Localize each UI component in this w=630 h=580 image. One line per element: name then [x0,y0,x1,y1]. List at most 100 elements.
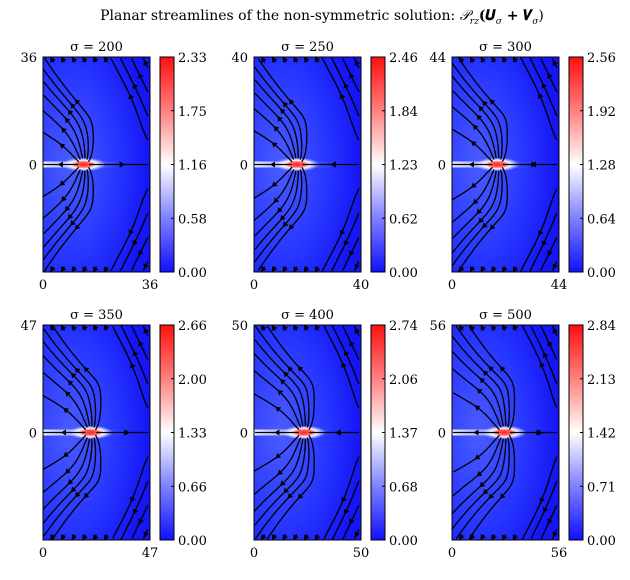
streamline-arrow [67,479,74,485]
hotspot [475,157,520,172]
streamline-arrow [277,469,284,476]
streamline-arrow [491,534,497,540]
streamline-arrow [293,266,299,272]
x-tick-label: 40 [353,278,370,293]
streamline-arrow [341,497,347,503]
streamline-arrow [282,266,288,272]
streamline-arrow [130,362,136,369]
streamline-arrow [67,213,74,220]
streamline-arrow [71,266,77,272]
plot-frame [451,324,560,541]
streamline-arrow [469,325,476,332]
streamline-arrow [480,266,486,272]
streamline-arrow [61,325,67,331]
streamline-arrow [124,429,130,436]
panel-title: σ = 400 [281,308,334,323]
streamline-arrow [512,534,519,540]
streamline-arrow [470,266,476,272]
streamlines [43,57,149,272]
streamline-arrow [542,507,549,513]
streamline-arrow [354,327,360,334]
colorbar-tick-label: 0.00 [178,266,207,281]
streamline-arrow [65,391,71,397]
streamline-arrow [531,161,537,168]
streamline-arrow [271,534,278,540]
streamline-arrow [482,100,488,107]
colorbar-tick-label: 1.28 [587,159,616,174]
panel-title: σ = 350 [70,308,123,323]
streamline-arrow [83,366,90,373]
streamline-arrow [283,371,289,378]
colorbar-tick-label: 2.13 [587,373,616,388]
streamline-arrow [132,508,139,515]
streamline-arrow [476,114,483,121]
streamline-arrow [349,72,355,79]
streamline-arrow [143,263,149,270]
streamline-arrow [59,180,66,186]
streamline-arrow [478,217,485,224]
streamline-arrow [474,454,481,460]
colorbar-tick-label: 1.16 [178,159,207,174]
heatmap-field [43,325,150,540]
streamline-arrow [138,73,144,79]
streamline-arrow [143,327,149,334]
streamline-arrow [341,362,347,368]
streamline-arrow [261,266,267,272]
streamlines [43,325,149,540]
streamline-arrow [343,82,350,89]
plot-frame [42,56,151,273]
streamlines [452,325,558,540]
streamline-arrow [459,57,465,64]
streamline-arrow [547,72,553,79]
streamline-arrow [61,127,67,134]
streamline-arrow [61,429,67,436]
streamline-arrow [314,266,321,272]
streamline-arrow [502,57,508,63]
y-tick-label: 47 [20,319,37,334]
plot-frame [42,324,151,541]
streamline-arrow [536,429,542,436]
y-tick-label: 0 [438,159,446,174]
streamline-arrow [272,57,278,63]
streamline-arrow [280,379,286,385]
streamline-arrow [61,534,67,540]
x-tick-label: 36 [142,278,159,293]
streamline-arrow [280,214,286,221]
y-tick-label: 40 [231,51,248,66]
y-tick-label: 0 [29,427,37,442]
streamline-arrow [57,161,63,168]
streamlines [254,57,360,272]
streamline-arrow [70,486,77,493]
streamline-arrow [339,229,346,236]
streamline-arrow [271,142,278,148]
streamline-arrow [82,266,88,272]
streamline-arrow [93,534,99,540]
streamline-arrow [288,99,295,106]
streamline-arrow [70,103,76,109]
streamline-arrow [280,108,286,115]
streamline-arrow [482,370,489,377]
colorbar-tick-label: 2.06 [389,373,418,388]
streamline-arrow [82,325,88,331]
colorbar-tick-label: 2.66 [178,319,207,334]
streamline-arrow [349,518,355,525]
streamline-arrow [74,367,81,374]
streamline-arrow [482,488,489,495]
plot-frame [253,324,362,541]
streamline-arrow [132,350,139,357]
streamline-arrow [480,325,486,331]
streamline-arrow [470,57,476,63]
streamline-arrow [63,451,69,458]
streamline-arrow [293,534,299,540]
streamline-arrow [293,57,299,63]
streamline-arrow [476,208,483,215]
streamline-arrow [138,340,144,347]
streamline-arrow [537,93,544,99]
streamline-arrow [119,161,125,168]
colorbar-tick-label: 1.75 [178,105,207,120]
colorbar-tick-label: 0.00 [389,266,418,281]
streamline-arrow [282,325,288,331]
streamline-arrow [479,481,486,488]
streamline-arrow [132,83,138,89]
streamline-arrow [103,325,110,331]
